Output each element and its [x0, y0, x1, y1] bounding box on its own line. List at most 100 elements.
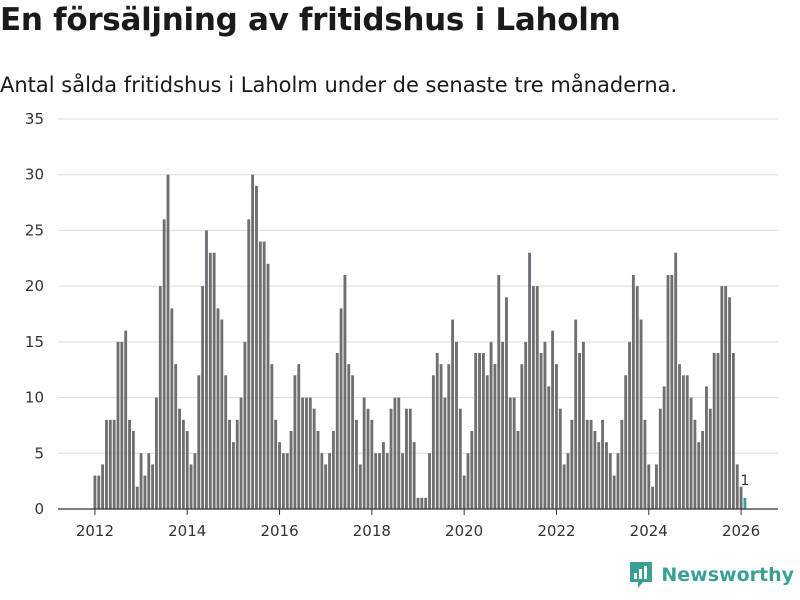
x-tick-label: 2024: [630, 522, 668, 540]
bar: [612, 475, 616, 509]
bar: [266, 263, 270, 509]
bar: [231, 442, 235, 509]
bar: [697, 442, 701, 509]
bar: [243, 341, 247, 509]
bar: [201, 286, 205, 509]
bar: [478, 353, 481, 509]
bar: [566, 453, 570, 509]
bar: [285, 453, 289, 509]
bar: [239, 397, 243, 509]
bar: [635, 286, 639, 509]
bar: [301, 397, 305, 509]
bar: [597, 442, 601, 509]
bar: [305, 397, 308, 509]
bar: [524, 341, 528, 509]
bar: [351, 375, 355, 509]
bar: [624, 375, 628, 509]
x-tick-label: 2018: [353, 522, 391, 540]
x-tick-label: 2020: [445, 522, 483, 540]
labels: 0 5 10 15 20 25 30 35 2012 2014 2016 2018 2020 2022 20…: [25, 110, 760, 540]
bar: [670, 275, 674, 509]
bar: [631, 275, 635, 509]
bar: [589, 419, 593, 509]
bar: [147, 453, 151, 509]
bar: [181, 419, 185, 509]
bar: [366, 408, 370, 509]
bar: [158, 286, 162, 509]
bar: [485, 375, 489, 509]
bar: [255, 185, 258, 510]
bar: [628, 341, 631, 509]
bar: [105, 419, 108, 509]
bar: [689, 397, 693, 509]
bar: [320, 453, 324, 509]
bar: [316, 431, 320, 509]
bar: [474, 353, 478, 509]
bar: [574, 319, 578, 509]
bar: [228, 419, 231, 509]
bar: [701, 431, 705, 509]
bar: [562, 464, 566, 509]
bar: [493, 364, 497, 509]
bar: [570, 419, 574, 509]
bar: [385, 453, 389, 509]
bar: [655, 464, 658, 509]
bar: [678, 364, 681, 509]
bar: [189, 464, 193, 509]
bar: [281, 453, 285, 509]
bar: [420, 497, 424, 509]
bar: [643, 419, 647, 509]
brand-logo: Newsworthy: [628, 560, 794, 590]
bar: [443, 397, 447, 509]
bar: [131, 431, 135, 509]
chart-subtitle: Antal sålda fritidshus i Laholm under de…: [0, 73, 678, 97]
bar: [505, 297, 508, 509]
bar: [735, 464, 739, 509]
bar: [543, 341, 547, 509]
bar: [155, 397, 158, 509]
bar: [335, 353, 339, 509]
bar: [462, 475, 466, 509]
bar: [397, 397, 401, 509]
bar: [331, 431, 335, 509]
bar: [128, 419, 131, 509]
bar: [558, 408, 562, 509]
bar: [212, 252, 216, 509]
bar: [308, 397, 312, 509]
bar: [166, 174, 170, 509]
x-tick-label: 2016: [260, 522, 298, 540]
bar: [508, 397, 512, 509]
bar: [662, 386, 666, 509]
y-tick-label: 0: [34, 500, 44, 518]
bar: [124, 330, 128, 509]
brand-name: Newsworthy: [661, 564, 794, 586]
bar: [116, 341, 120, 509]
x-tick-label: 2014: [168, 522, 206, 540]
bar: [481, 353, 485, 509]
bar: [185, 431, 189, 509]
bar: [439, 364, 443, 509]
bar: [674, 252, 678, 509]
bar: [408, 408, 412, 509]
bar: [401, 453, 405, 509]
bar: [716, 353, 720, 509]
bar: [666, 275, 670, 509]
page-title: En försäljning av fritidshus i Laholm: [0, 2, 621, 38]
bar: [193, 453, 197, 509]
bar: [258, 241, 262, 509]
bar: [208, 252, 212, 509]
bar: [608, 453, 612, 509]
bar: [355, 419, 358, 509]
bar: [551, 330, 555, 509]
bar: [708, 408, 712, 509]
bar: [739, 486, 743, 509]
bar: [605, 442, 608, 509]
bar: [428, 453, 431, 509]
bar: [731, 353, 735, 509]
bar: [458, 408, 462, 509]
bar: [616, 453, 620, 509]
bar: [489, 341, 493, 509]
value-label: 1: [740, 473, 749, 489]
bar: [389, 408, 393, 509]
bar-chart: 0 5 10 15 20 25 30 35 2012 2014 2016 2018 2020 2022 20…: [25, 110, 778, 540]
